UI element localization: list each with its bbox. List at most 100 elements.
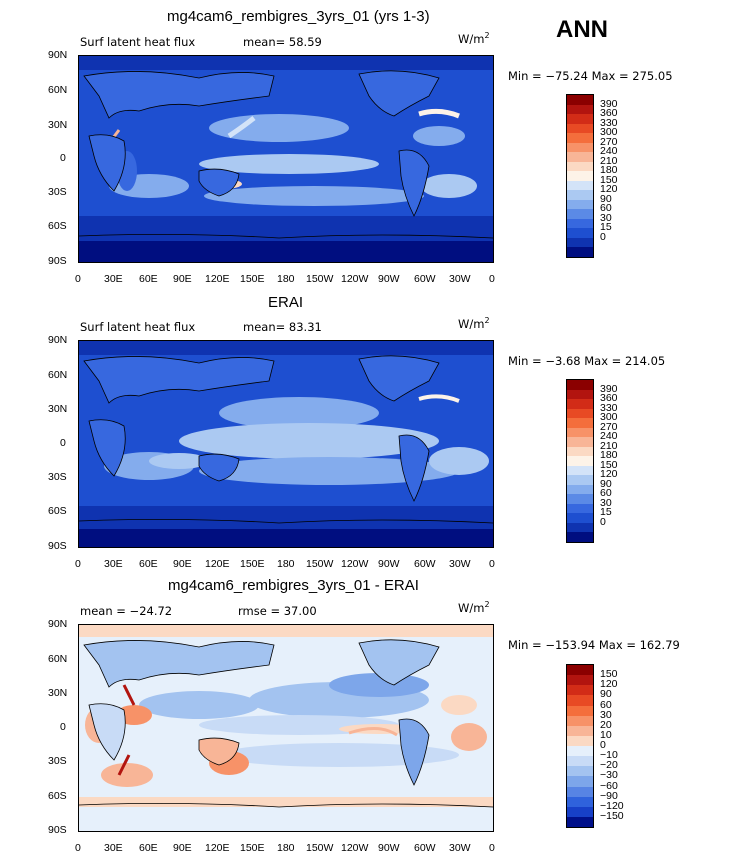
colorbar-swatch <box>567 786 593 797</box>
colorbar-swatch <box>567 199 593 210</box>
panel1-colorbar <box>566 94 594 258</box>
colorbar-swatch <box>567 228 593 238</box>
colorbar-label: 240 <box>600 430 618 443</box>
lat-label: 60N <box>48 653 68 665</box>
colorbar-swatch <box>567 161 593 172</box>
colorbar-label: 10 <box>600 728 612 741</box>
colorbar-swatch <box>567 513 593 523</box>
lon-label: 0 <box>489 558 495 570</box>
lon-label: 30W <box>449 558 471 570</box>
lat-label: 30N <box>48 403 68 415</box>
colorbar-label: 0 <box>600 230 606 243</box>
colorbar-swatch <box>567 665 593 676</box>
lat-label: 60S <box>48 220 67 232</box>
colorbar-label: 30 <box>600 496 612 509</box>
colorbar-label: −90 <box>600 789 618 802</box>
lon-label: 60W <box>414 273 436 285</box>
colorbar-swatch <box>567 522 593 533</box>
lon-label: 150W <box>306 273 334 285</box>
lon-label: 120W <box>341 558 369 570</box>
lon-label: 30E <box>104 558 123 570</box>
lat-label: 90N <box>48 49 68 61</box>
colorbar-label: 180 <box>600 449 618 462</box>
colorbar-swatch <box>567 695 593 706</box>
colorbar-label: 15 <box>600 506 612 519</box>
lon-label: 30W <box>449 273 471 285</box>
lat-label: 0 <box>60 437 66 449</box>
colorbar-swatch <box>567 114 593 124</box>
colorbar-label: 90 <box>600 477 612 490</box>
colorbar-swatch <box>567 735 593 746</box>
colorbar-swatch <box>567 247 593 257</box>
panel2-colorbar <box>566 379 594 543</box>
lon-label: 60E <box>139 273 158 285</box>
panel2-map <box>78 340 494 548</box>
panel1-variable-label: Surf latent heat flux <box>80 35 196 49</box>
panel1-map <box>78 55 494 263</box>
lon-label: 90E <box>173 558 192 570</box>
panel2-units: W/m2 <box>458 316 490 331</box>
colorbar-swatch <box>567 171 593 181</box>
colorbar-label: 120 <box>600 678 618 691</box>
colorbar-swatch <box>567 465 593 476</box>
colorbar-label: 60 <box>600 698 612 711</box>
colorbar-label: 330 <box>600 116 618 129</box>
lon-label: 150E <box>240 273 265 285</box>
colorbar-label: 270 <box>600 420 618 433</box>
colorbar-swatch <box>567 756 593 767</box>
lon-label: 90W <box>378 842 400 854</box>
lon-label: 180 <box>277 558 295 570</box>
colorbar-label: 150 <box>600 173 618 186</box>
colorbar-label: 60 <box>600 202 612 215</box>
colorbar-swatch <box>567 152 593 162</box>
lon-label: 180 <box>277 273 295 285</box>
panel1-title: mg4cam6_rembigres_3yrs_01 (yrs 1-3) <box>167 8 430 25</box>
colorbar-swatch <box>567 237 593 248</box>
panel3-rmse-label: rmse = 37.00 <box>238 604 317 618</box>
colorbar-label: 360 <box>600 392 618 405</box>
colorbar-swatch <box>567 816 593 827</box>
lon-label: 90E <box>173 842 192 854</box>
colorbar-swatch <box>567 456 593 466</box>
panel3-map <box>78 624 494 832</box>
lon-label: 150W <box>306 842 334 854</box>
colorbar-label: 330 <box>600 401 618 414</box>
colorbar-label: 0 <box>600 739 606 751</box>
colorbar-swatch <box>567 675 593 686</box>
panel2-variable-label: Surf latent heat flux <box>80 320 196 334</box>
colorbar-swatch <box>567 380 593 390</box>
colorbar-label: −10 <box>600 749 618 762</box>
colorbar-swatch <box>567 190 593 200</box>
colorbar-label: 0 <box>600 515 606 528</box>
colorbar-swatch <box>567 218 593 229</box>
colorbar-swatch <box>567 715 593 726</box>
colorbar-label: 150 <box>600 458 618 471</box>
colorbar-swatch <box>567 475 593 485</box>
colorbar-label: 30 <box>600 708 612 721</box>
colorbar-label: 270 <box>600 135 618 148</box>
lat-label: 60N <box>48 84 68 96</box>
lat-label: 90N <box>48 618 68 630</box>
colorbar-label: 300 <box>600 411 618 424</box>
lat-label: 30N <box>48 119 68 131</box>
lat-label: 0 <box>60 721 66 733</box>
colorbar-label: 180 <box>600 164 618 177</box>
colorbar-swatch <box>567 104 593 115</box>
colorbar-label: 390 <box>600 97 618 110</box>
lat-label: 90S <box>48 540 67 552</box>
lon-label: 90W <box>378 558 400 570</box>
lon-label: 0 <box>489 273 495 285</box>
colorbar-swatch <box>567 685 593 696</box>
panel3-units: W/m2 <box>458 600 490 615</box>
colorbar-swatch <box>567 725 593 736</box>
lon-label: 30W <box>449 842 471 854</box>
colorbar-swatch <box>567 209 593 219</box>
lat-label: 30S <box>48 755 67 767</box>
colorbar-swatch <box>567 705 593 716</box>
colorbar-swatch <box>567 95 593 105</box>
colorbar-swatch <box>567 746 593 757</box>
lon-label: 150E <box>240 842 265 854</box>
lon-label: 0 <box>75 558 81 570</box>
panel2-title: ERAI <box>268 294 304 311</box>
colorbar-label: −150 <box>600 809 624 822</box>
